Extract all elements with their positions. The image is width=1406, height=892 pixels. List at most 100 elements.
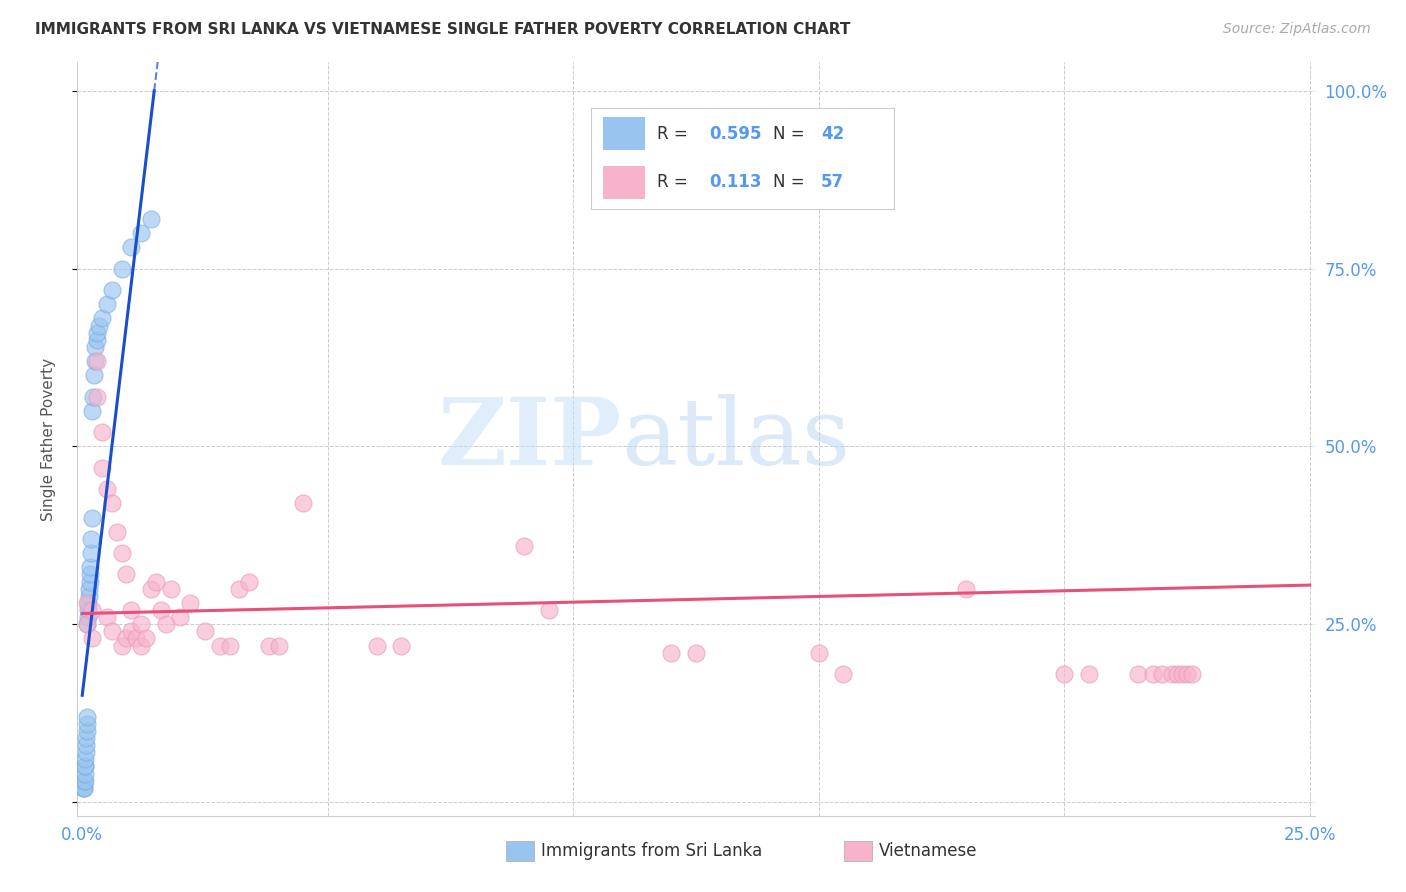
Point (80, 404, 103, 418)
Point (661, 646, 683, 660)
Point (73, 766, 96, 780)
Point (75, 738, 97, 752)
Point (89, 318, 111, 333)
Point (73, 773, 96, 788)
Point (73, 780, 96, 795)
Point (1161, 667, 1184, 681)
Point (139, 211, 162, 226)
Point (77, 582, 100, 596)
Point (110, 546, 132, 560)
Point (83, 368, 105, 383)
Text: atlas: atlas (621, 394, 851, 484)
Point (1171, 667, 1194, 681)
Point (1142, 667, 1164, 681)
Point (77, 596, 100, 610)
Point (145, 574, 167, 589)
Point (73, 773, 96, 788)
Point (77, 589, 100, 603)
Point (90, 460, 112, 475)
Point (218, 639, 240, 653)
Point (120, 603, 142, 617)
Point (125, 632, 148, 646)
Text: Source: ZipAtlas.com: Source: ZipAtlas.com (1223, 22, 1371, 37)
Point (96, 482, 118, 496)
Point (72, 780, 94, 795)
Point (1166, 667, 1188, 681)
Point (120, 624, 142, 639)
Point (1053, 667, 1076, 681)
Point (513, 539, 536, 553)
Text: IMMIGRANTS FROM SRI LANKA VS VIETNAMESE SINGLE FATHER POVERTY CORRELATION CHART: IMMIGRANTS FROM SRI LANKA VS VIETNAMESE … (35, 22, 851, 37)
Point (194, 624, 217, 639)
Point (90, 425, 112, 440)
Text: ZIP: ZIP (437, 394, 621, 484)
Point (86, 354, 108, 368)
Point (257, 639, 280, 653)
Point (86, 333, 108, 347)
Point (389, 639, 412, 653)
Point (110, 261, 132, 276)
Point (76, 596, 98, 610)
Point (75, 752, 97, 766)
Point (292, 496, 315, 510)
Point (832, 667, 855, 681)
Point (228, 582, 250, 596)
Point (120, 240, 142, 254)
Point (155, 617, 177, 632)
Point (955, 582, 977, 596)
Point (366, 639, 388, 653)
Point (80, 532, 103, 546)
Point (149, 603, 172, 617)
Point (115, 567, 138, 582)
Point (82, 390, 104, 404)
Point (79, 567, 101, 582)
Point (100, 283, 122, 297)
Point (129, 226, 152, 240)
Text: Immigrants from Sri Lanka: Immigrants from Sri Lanka (541, 842, 762, 860)
Point (83, 354, 105, 368)
Point (79, 546, 101, 560)
Point (267, 639, 290, 653)
Point (75, 731, 97, 745)
Point (84, 340, 107, 354)
Point (77, 603, 100, 617)
Point (80, 510, 103, 524)
Point (100, 496, 122, 510)
Y-axis label: Single Father Poverty: Single Father Poverty (42, 358, 56, 521)
Point (135, 632, 157, 646)
Text: Vietnamese: Vietnamese (879, 842, 977, 860)
Point (96, 610, 118, 624)
Point (76, 617, 98, 632)
Point (86, 326, 108, 340)
Point (75, 745, 97, 759)
Point (96, 297, 118, 311)
Point (76, 709, 98, 723)
Point (76, 716, 98, 731)
Point (1126, 667, 1149, 681)
Point (685, 646, 707, 660)
Point (179, 596, 201, 610)
Point (76, 723, 98, 738)
Point (1152, 667, 1174, 681)
Point (1181, 667, 1204, 681)
Point (238, 574, 260, 589)
Point (129, 617, 152, 632)
Point (76, 610, 98, 624)
Point (80, 632, 103, 646)
Point (80, 603, 103, 617)
Point (129, 639, 152, 653)
Point (208, 639, 231, 653)
Point (76, 617, 98, 632)
Point (159, 582, 181, 596)
Point (807, 646, 830, 660)
Point (86, 390, 108, 404)
Point (139, 582, 162, 596)
Point (79, 574, 101, 589)
Point (105, 524, 128, 539)
Point (1175, 667, 1198, 681)
Point (73, 780, 96, 795)
Point (537, 603, 560, 617)
Point (110, 639, 132, 653)
Point (75, 759, 97, 773)
Point (115, 632, 138, 646)
